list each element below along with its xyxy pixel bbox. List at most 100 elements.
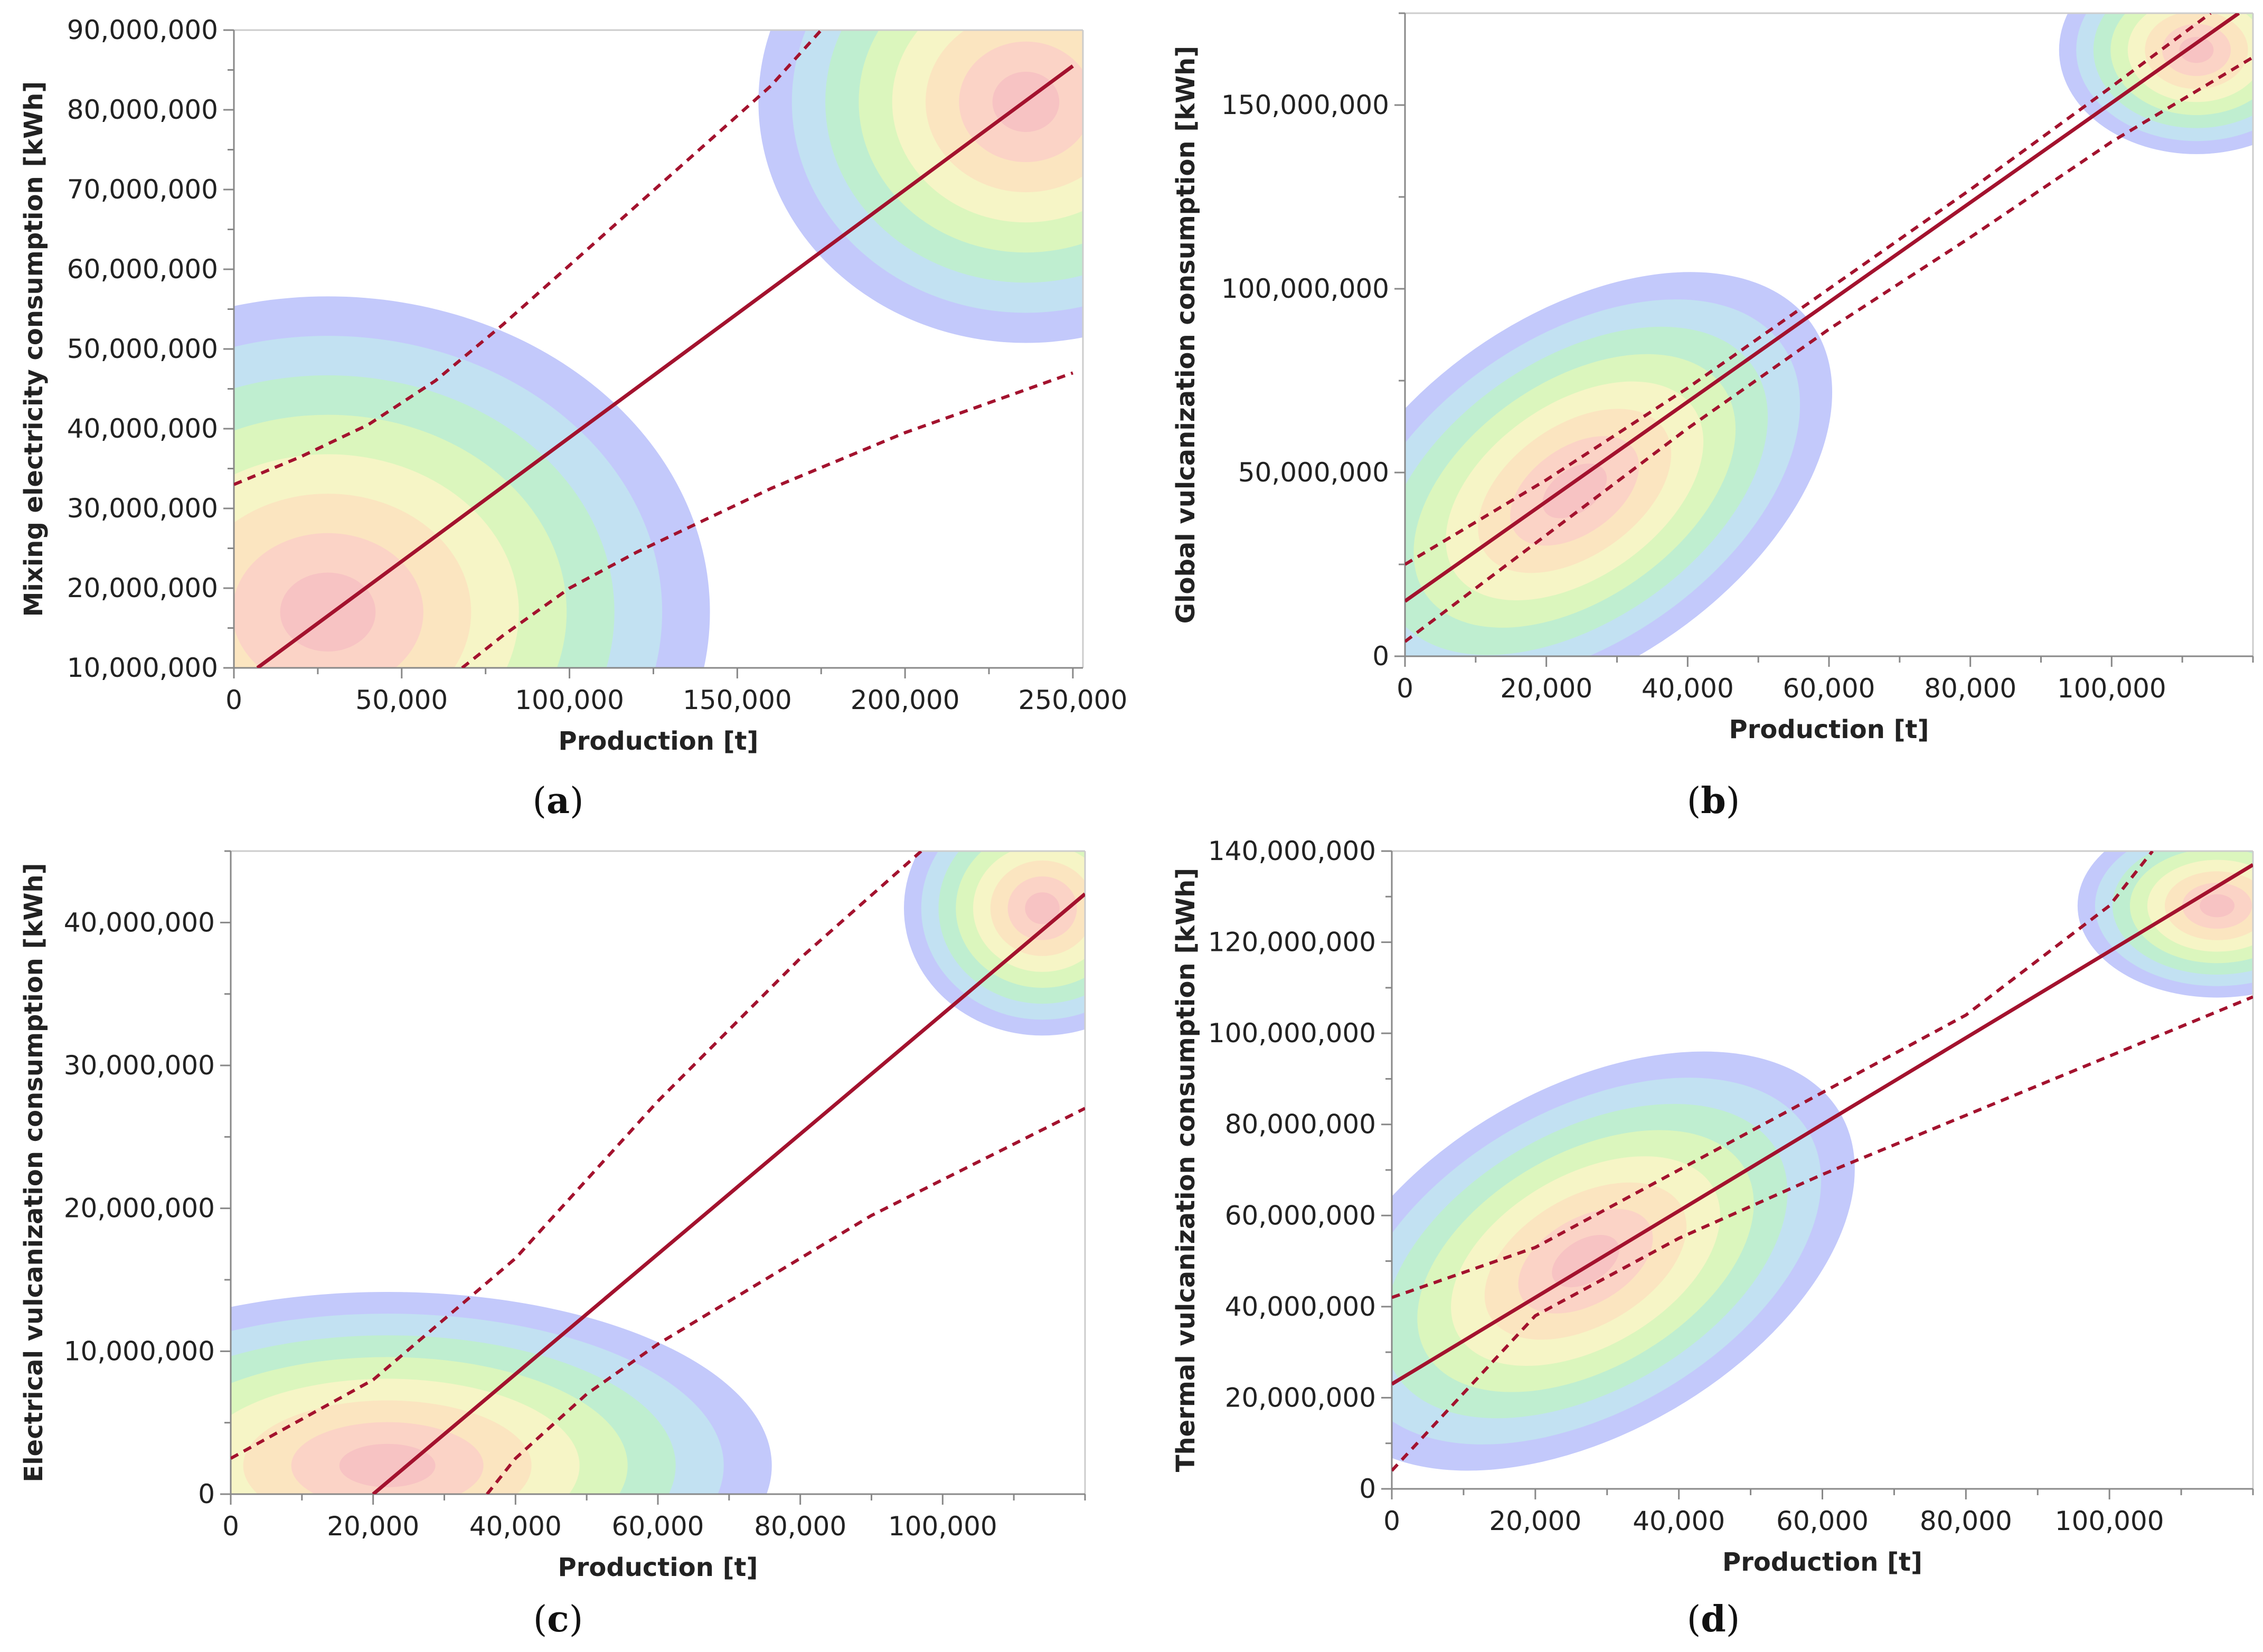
density-level xyxy=(2200,894,2235,918)
density-c xyxy=(231,851,1085,1494)
y-tick-label: 140,000,000 xyxy=(1208,836,1376,866)
y-tick-label: 100,000,000 xyxy=(1221,273,1389,304)
y-axis-label: Electrical vulcanization consumption [kW… xyxy=(19,863,49,1482)
y-tick-label: 20,000,000 xyxy=(64,1193,215,1224)
y-tick-label: 20,000,000 xyxy=(1225,1382,1376,1413)
x-tick-label: 20,000 xyxy=(1489,1506,1581,1536)
x-tick-label: 60,000 xyxy=(612,1511,704,1542)
x-axis-label: Production [t] xyxy=(1729,715,1929,744)
confidence-band-line xyxy=(231,851,922,1460)
y-tick-label: 120,000,000 xyxy=(1208,927,1376,958)
confidence-band-line xyxy=(234,30,823,486)
x-tick-label: 100,000 xyxy=(2057,673,2166,704)
y-axis-label: Mixing electricity consumption [kWh] xyxy=(19,81,49,617)
x-tick-label: 50,000 xyxy=(355,685,448,715)
confidence-band-line xyxy=(461,371,1073,668)
density-cluster xyxy=(1392,1051,1855,1471)
x-tick-label: 80,000 xyxy=(754,1511,846,1542)
fit-line xyxy=(372,892,1085,1494)
y-tick-label: 80,000,000 xyxy=(67,95,218,125)
x-tick-label: 40,000 xyxy=(1633,1506,1725,1536)
x-tick-label: 0 xyxy=(1383,1506,1400,1536)
y-tick-label: 40,000,000 xyxy=(1225,1291,1376,1322)
y-tick-label: 30,000,000 xyxy=(67,493,218,524)
x-tick-label: 80,000 xyxy=(1924,673,2016,704)
y-tick-label: 40,000,000 xyxy=(64,907,215,938)
x-tick-label: 200,000 xyxy=(851,685,960,715)
density-level xyxy=(1542,463,1607,518)
density-cluster xyxy=(758,30,1083,343)
y-tick-label: 20,000,000 xyxy=(67,573,218,603)
panel-b: 0 50,000,000 100,000,000 150,000,000 0 20,000… xyxy=(1171,12,2254,822)
x-tick-label: 0 xyxy=(1397,673,1413,704)
x-axis-label: Production [t] xyxy=(559,726,759,756)
series-b xyxy=(1405,13,2253,643)
panel-d: 0 20,000,000 40,000,000 60,000,000 80,000,00… xyxy=(1171,836,2254,1640)
y-tick-label: 40,000,000 xyxy=(67,413,218,444)
x-tick-label: 100,000 xyxy=(2055,1506,2164,1536)
density-cluster xyxy=(2077,851,2253,998)
x-axis-label: Production [t] xyxy=(558,1553,758,1582)
x-tick-label: 60,000 xyxy=(1783,673,1875,704)
density-cluster xyxy=(904,851,1085,1036)
density-level xyxy=(1025,892,1060,924)
y-tick-label: 80,000,000 xyxy=(1225,1109,1376,1140)
y-tick-label: 50,000,000 xyxy=(67,334,218,364)
panel-caption: (c) xyxy=(533,1598,583,1640)
density-cluster xyxy=(231,1292,772,1494)
y-tick-label: 60,000,000 xyxy=(1225,1200,1376,1231)
fit-line xyxy=(1405,13,2240,603)
y-tick-label: 70,000,000 xyxy=(67,174,218,205)
panel-c: 0 10,000,000 20,000,000 30,000,000 40,000,00… xyxy=(19,850,1086,1640)
series-a xyxy=(234,30,1074,668)
series-c xyxy=(231,851,1085,1494)
x-tick-label: 100,000 xyxy=(515,685,624,715)
y-tick-label: 0 xyxy=(1359,1474,1376,1504)
confidence-band-line xyxy=(1405,13,2212,566)
y-tick-label: 150,000,000 xyxy=(1221,90,1389,120)
density-level xyxy=(339,1443,436,1487)
x-tick-label: 80,000 xyxy=(1920,1506,2012,1536)
fit-line xyxy=(1392,863,2253,1386)
y-tick-label: 10,000,000 xyxy=(67,653,218,683)
y-tick-label: 0 xyxy=(1372,641,1389,672)
y-tick-label: 0 xyxy=(198,1479,215,1509)
x-tick-label: 150,000 xyxy=(683,685,792,715)
confidence-band-line xyxy=(1405,55,2253,643)
panel-caption: (b) xyxy=(1687,780,1740,822)
confidence-band-line xyxy=(486,1107,1085,1494)
x-tick-label: 0 xyxy=(225,685,242,715)
panel-a: 10,000,000 20,000,000 30,000,000 40,000,000… xyxy=(19,15,1128,822)
y-tick-label: 90,000,000 xyxy=(67,15,218,45)
y-tick-label: 10,000,000 xyxy=(64,1336,215,1366)
x-tick-label: 20,000 xyxy=(327,1511,419,1542)
y-axis-label: Global vulcanization consumption [kWh] xyxy=(1171,46,1201,624)
density-level xyxy=(2179,36,2214,63)
y-tick-label: 30,000,000 xyxy=(64,1050,215,1081)
y-tick-label: 50,000,000 xyxy=(1238,457,1389,488)
confidence-band-line xyxy=(1392,851,2154,1299)
x-tick-label: 40,000 xyxy=(469,1511,562,1542)
density-level xyxy=(1552,1234,1619,1288)
fit-line xyxy=(256,64,1074,668)
density-cluster xyxy=(2059,13,2253,154)
density-cluster xyxy=(234,296,710,668)
x-axis-label: Production [t] xyxy=(1722,1547,1922,1577)
x-tick-label: 100,000 xyxy=(888,1511,997,1542)
x-tick-label: 40,000 xyxy=(1642,673,1734,704)
panel-caption: (d) xyxy=(1687,1598,1740,1640)
density-a xyxy=(234,30,1083,668)
y-tick-label: 60,000,000 xyxy=(67,254,218,285)
x-tick-label: 0 xyxy=(222,1511,239,1542)
confidence-band-line xyxy=(1392,995,2253,1472)
x-tick-label: 20,000 xyxy=(1500,673,1592,704)
density-cluster xyxy=(1405,272,1833,656)
y-axis-label: Thermal vulcanization consumption [kWh] xyxy=(1171,868,1201,1472)
y-tick-label: 100,000,000 xyxy=(1208,1018,1376,1049)
series-d xyxy=(1392,851,2253,1472)
density-d xyxy=(1392,851,2253,1471)
x-tick-label: 60,000 xyxy=(1776,1506,1869,1536)
panel-caption: (a) xyxy=(532,780,583,822)
x-tick-label: 250,000 xyxy=(1019,685,1128,715)
